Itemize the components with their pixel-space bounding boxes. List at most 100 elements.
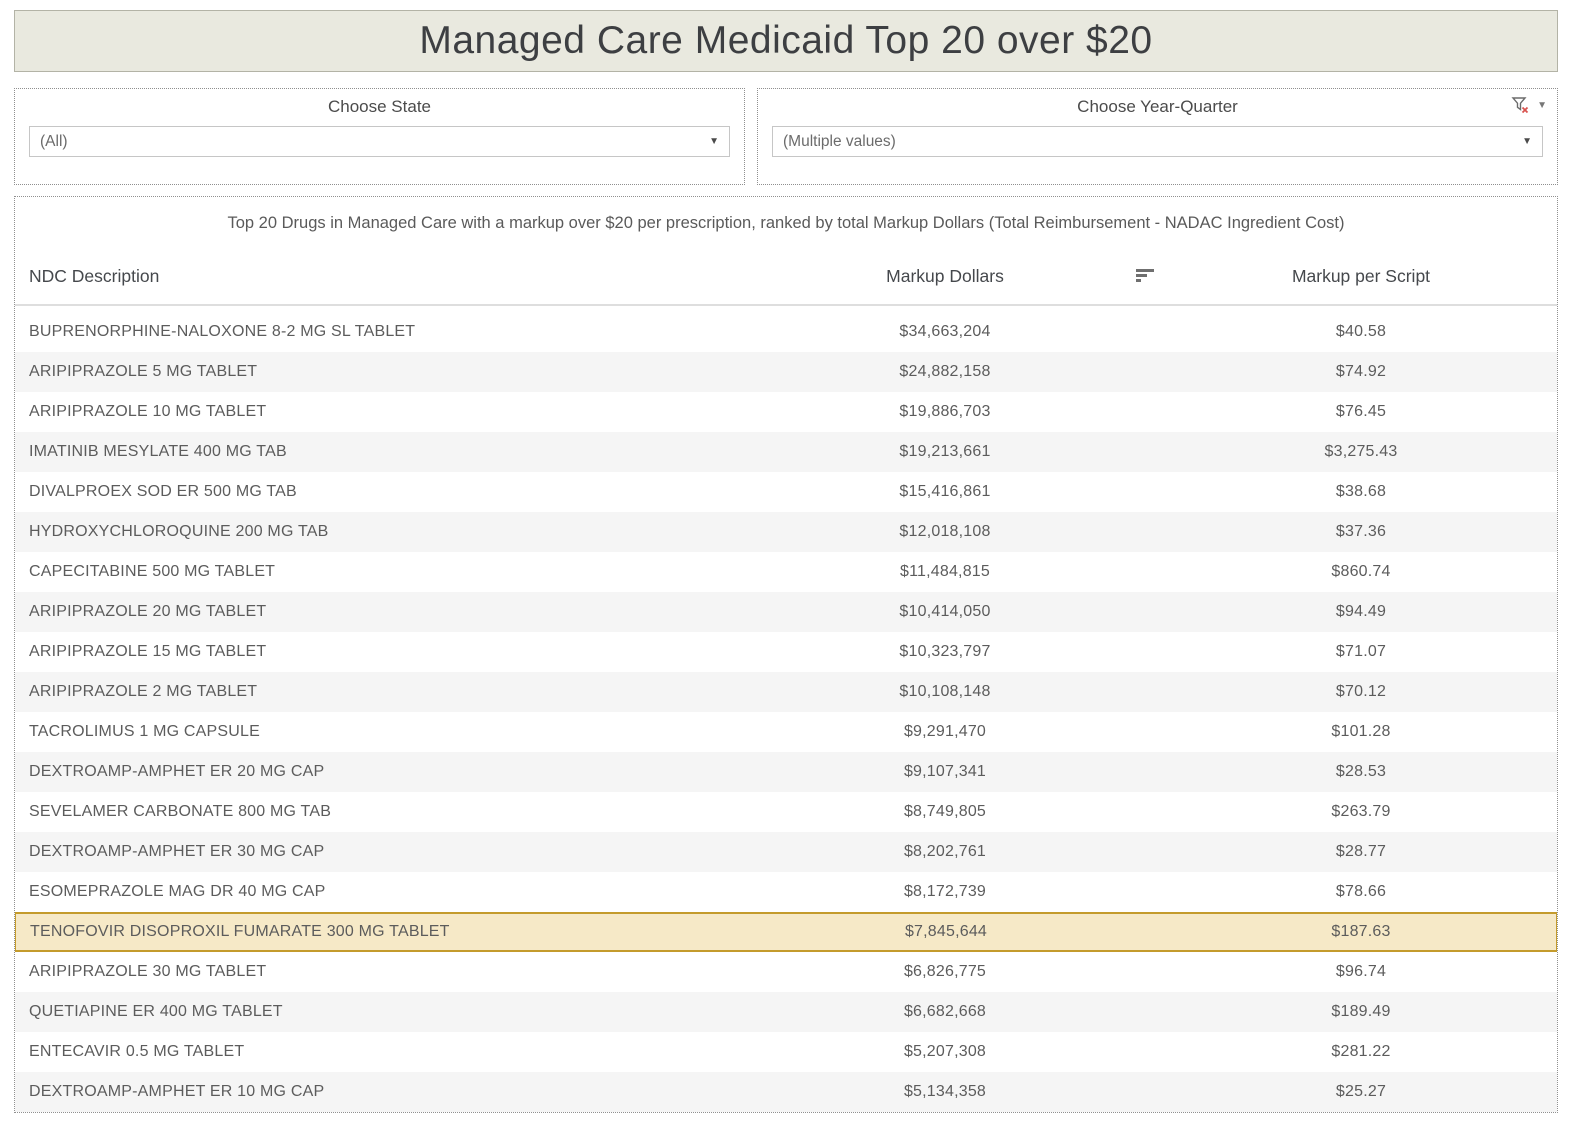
markup-per-script-cell[interactable]: $94.49	[1335, 603, 1387, 620]
markup-dollars-cell[interactable]: $10,108,148	[899, 683, 991, 700]
markup-dollars-cell[interactable]: $10,323,797	[899, 643, 991, 660]
table-row[interactable]: ARIPIPRAZOLE 15 MG TABLET $10,323,797 $7…	[15, 632, 1557, 672]
ndc-description-cell[interactable]: ARIPIPRAZOLE 10 MG TABLET	[29, 403, 267, 420]
ndc-description-cell[interactable]: QUETIAPINE ER 400 MG TABLET	[29, 1003, 283, 1020]
markup-dollars-cell[interactable]: $19,213,661	[899, 443, 991, 460]
filter-toolbar: ▼	[1511, 96, 1547, 114]
markup-per-script-cell[interactable]: $187.63	[1331, 923, 1391, 940]
year-quarter-dropdown[interactable]: (Multiple values) ▼	[772, 126, 1543, 157]
markup-per-script-cell[interactable]: $28.77	[1335, 843, 1387, 860]
ndc-description-cell[interactable]: ARIPIPRAZOLE 15 MG TABLET	[29, 643, 267, 660]
table-row[interactable]: CAPECITABINE 500 MG TABLET $11,484,815 $…	[15, 552, 1557, 592]
dashboard-title-bar: Managed Care Medicaid Top 20 over $20	[14, 10, 1558, 72]
year-quarter-dropdown-value: (Multiple values)	[783, 132, 896, 150]
table-row[interactable]: TENOFOVIR DISOPROXIL FUMARATE 300 MG TAB…	[15, 912, 1557, 952]
markup-dollars-cell[interactable]: $8,202,761	[903, 843, 987, 860]
table-subtitle: Top 20 Drugs in Managed Care with a mark…	[227, 214, 1345, 232]
markup-per-script-cell[interactable]: $860.74	[1331, 563, 1391, 580]
table-rows: BUPRENORPHINE-NALOXONE 8-2 MG SL TABLET …	[15, 306, 1557, 1112]
ndc-description-cell[interactable]: ARIPIPRAZOLE 30 MG TABLET	[29, 963, 267, 980]
markup-dollars-cell[interactable]: $34,663,204	[899, 323, 991, 340]
table-row[interactable]: BUPRENORPHINE-NALOXONE 8-2 MG SL TABLET …	[15, 312, 1557, 352]
table-row[interactable]: HYDROXYCHLOROQUINE 200 MG TAB $12,018,10…	[15, 512, 1557, 552]
table-row[interactable]: ARIPIPRAZOLE 20 MG TABLET $10,414,050 $9…	[15, 592, 1557, 632]
markup-per-script-cell[interactable]: $101.28	[1331, 723, 1391, 740]
markup-per-script-cell[interactable]: $281.22	[1331, 1043, 1391, 1060]
clear-filter-icon[interactable]	[1511, 96, 1530, 114]
markup-per-script-cell[interactable]: $37.36	[1335, 523, 1387, 540]
markup-dollars-cell[interactable]: $7,845,644	[904, 923, 988, 940]
filter-choose-year-quarter: ▼ Choose Year-Quarter (Multiple values) …	[757, 88, 1558, 185]
table-row[interactable]: ARIPIPRAZOLE 10 MG TABLET $19,886,703 $7…	[15, 392, 1557, 432]
markup-dollars-cell[interactable]: $6,682,668	[903, 1003, 987, 1020]
markup-dollars-cell[interactable]: $9,291,470	[903, 723, 987, 740]
ndc-description-cell[interactable]: ESOMEPRAZOLE MAG DR 40 MG CAP	[29, 883, 326, 900]
filter-choose-state: Choose State (All) ▼	[14, 88, 745, 185]
markup-dollars-cell[interactable]: $9,107,341	[903, 763, 987, 780]
table-row[interactable]: ENTECAVIR 0.5 MG TABLET $5,207,308 $281.…	[15, 1032, 1557, 1072]
table-header-row: NDC Description Markup Dollars Markup pe…	[15, 249, 1557, 306]
ndc-description-cell[interactable]: SEVELAMER CARBONATE 800 MG TAB	[29, 803, 332, 820]
ndc-description-cell[interactable]: TACROLIMUS 1 MG CAPSULE	[29, 723, 261, 740]
table-row[interactable]: ARIPIPRAZOLE 2 MG TABLET $10,108,148 $70…	[15, 672, 1557, 712]
markup-dollars-cell[interactable]: $8,172,739	[903, 883, 987, 900]
markup-per-script-cell[interactable]: $28.53	[1335, 763, 1387, 780]
sort-descending-icon[interactable]	[1135, 269, 1155, 282]
markup-per-script-cell[interactable]: $263.79	[1331, 803, 1391, 820]
state-dropdown-value: (All)	[40, 132, 68, 150]
markup-dollars-cell[interactable]: $12,018,108	[899, 523, 991, 540]
markup-per-script-cell[interactable]: $25.27	[1335, 1083, 1387, 1100]
table-row[interactable]: DEXTROAMP-AMPHET ER 10 MG CAP $5,134,358…	[15, 1072, 1557, 1112]
table-row[interactable]: ARIPIPRAZOLE 30 MG TABLET $6,826,775 $96…	[15, 952, 1557, 992]
table-row[interactable]: TACROLIMUS 1 MG CAPSULE $9,291,470 $101.…	[15, 712, 1557, 752]
markup-dollars-cell[interactable]: $5,207,308	[903, 1043, 987, 1060]
markup-dollars-cell[interactable]: $10,414,050	[899, 603, 991, 620]
caret-down-icon: ▼	[1522, 136, 1532, 147]
ndc-description-cell[interactable]: TENOFOVIR DISOPROXIL FUMARATE 300 MG TAB…	[30, 923, 450, 940]
ndc-description-cell[interactable]: ARIPIPRAZOLE 2 MG TABLET	[29, 683, 258, 700]
markup-per-script-cell[interactable]: $38.68	[1335, 483, 1387, 500]
state-dropdown[interactable]: (All) ▼	[29, 126, 730, 157]
filter-year-quarter-label: Choose Year-Quarter	[1077, 97, 1238, 116]
markup-per-script-cell[interactable]: $74.92	[1335, 363, 1387, 380]
ndc-description-cell[interactable]: BUPRENORPHINE-NALOXONE 8-2 MG SL TABLET	[29, 323, 416, 340]
ndc-description-cell[interactable]: DEXTROAMP-AMPHET ER 20 MG CAP	[29, 763, 325, 780]
markup-per-script-cell[interactable]: $96.74	[1335, 963, 1387, 980]
table-row[interactable]: SEVELAMER CARBONATE 800 MG TAB $8,749,80…	[15, 792, 1557, 832]
markup-dollars-cell[interactable]: $5,134,358	[903, 1083, 987, 1100]
ndc-description-cell[interactable]: ARIPIPRAZOLE 20 MG TABLET	[29, 603, 267, 620]
column-header-markup-dollars[interactable]: Markup Dollars	[886, 266, 1004, 286]
markup-per-script-cell[interactable]: $76.45	[1335, 403, 1387, 420]
ndc-description-cell[interactable]: DIVALPROEX SOD ER 500 MG TAB	[29, 483, 297, 500]
table-row[interactable]: DIVALPROEX SOD ER 500 MG TAB $15,416,861…	[15, 472, 1557, 512]
ndc-description-cell[interactable]: IMATINIB MESYLATE 400 MG TAB	[29, 443, 287, 460]
markup-per-script-cell[interactable]: $189.49	[1331, 1003, 1391, 1020]
markup-dollars-cell[interactable]: $8,749,805	[903, 803, 987, 820]
ndc-description-cell[interactable]: DEXTROAMP-AMPHET ER 10 MG CAP	[29, 1083, 325, 1100]
markup-dollars-cell[interactable]: $6,826,775	[903, 963, 987, 980]
table-row[interactable]: ESOMEPRAZOLE MAG DR 40 MG CAP $8,172,739…	[15, 872, 1557, 912]
markup-dollars-cell[interactable]: $24,882,158	[899, 363, 991, 380]
filter-menu-caret-icon[interactable]: ▼	[1537, 99, 1547, 111]
table-row[interactable]: ARIPIPRAZOLE 5 MG TABLET $24,882,158 $74…	[15, 352, 1557, 392]
table-row[interactable]: DEXTROAMP-AMPHET ER 20 MG CAP $9,107,341…	[15, 752, 1557, 792]
column-header-markup-per-script[interactable]: Markup per Script	[1291, 266, 1431, 286]
ndc-description-cell[interactable]: ENTECAVIR 0.5 MG TABLET	[29, 1043, 245, 1060]
markup-dollars-cell[interactable]: $19,886,703	[899, 403, 991, 420]
table-row[interactable]: QUETIAPINE ER 400 MG TABLET $6,682,668 $…	[15, 992, 1557, 1032]
markup-per-script-cell[interactable]: $3,275.43	[1324, 443, 1398, 460]
ndc-description-cell[interactable]: HYDROXYCHLOROQUINE 200 MG TAB	[29, 523, 329, 540]
markup-per-script-cell[interactable]: $40.58	[1335, 323, 1387, 340]
table-row[interactable]: DEXTROAMP-AMPHET ER 30 MG CAP $8,202,761…	[15, 832, 1557, 872]
markup-per-script-cell[interactable]: $78.66	[1335, 883, 1387, 900]
ndc-description-cell[interactable]: ARIPIPRAZOLE 5 MG TABLET	[29, 363, 258, 380]
markup-per-script-cell[interactable]: $71.07	[1335, 643, 1387, 660]
table-row[interactable]: IMATINIB MESYLATE 400 MG TAB $19,213,661…	[15, 432, 1557, 472]
markup-dollars-cell[interactable]: $11,484,815	[900, 563, 990, 580]
ndc-description-cell[interactable]: DEXTROAMP-AMPHET ER 30 MG CAP	[29, 843, 325, 860]
filter-row: Choose State (All) ▼ ▼ Choose Year-Quart…	[14, 88, 1558, 185]
column-header-ndc-description[interactable]: NDC Description	[29, 266, 160, 286]
ndc-description-cell[interactable]: CAPECITABINE 500 MG TABLET	[29, 563, 276, 580]
markup-dollars-cell[interactable]: $15,416,861	[899, 483, 991, 500]
markup-per-script-cell[interactable]: $70.12	[1335, 683, 1387, 700]
